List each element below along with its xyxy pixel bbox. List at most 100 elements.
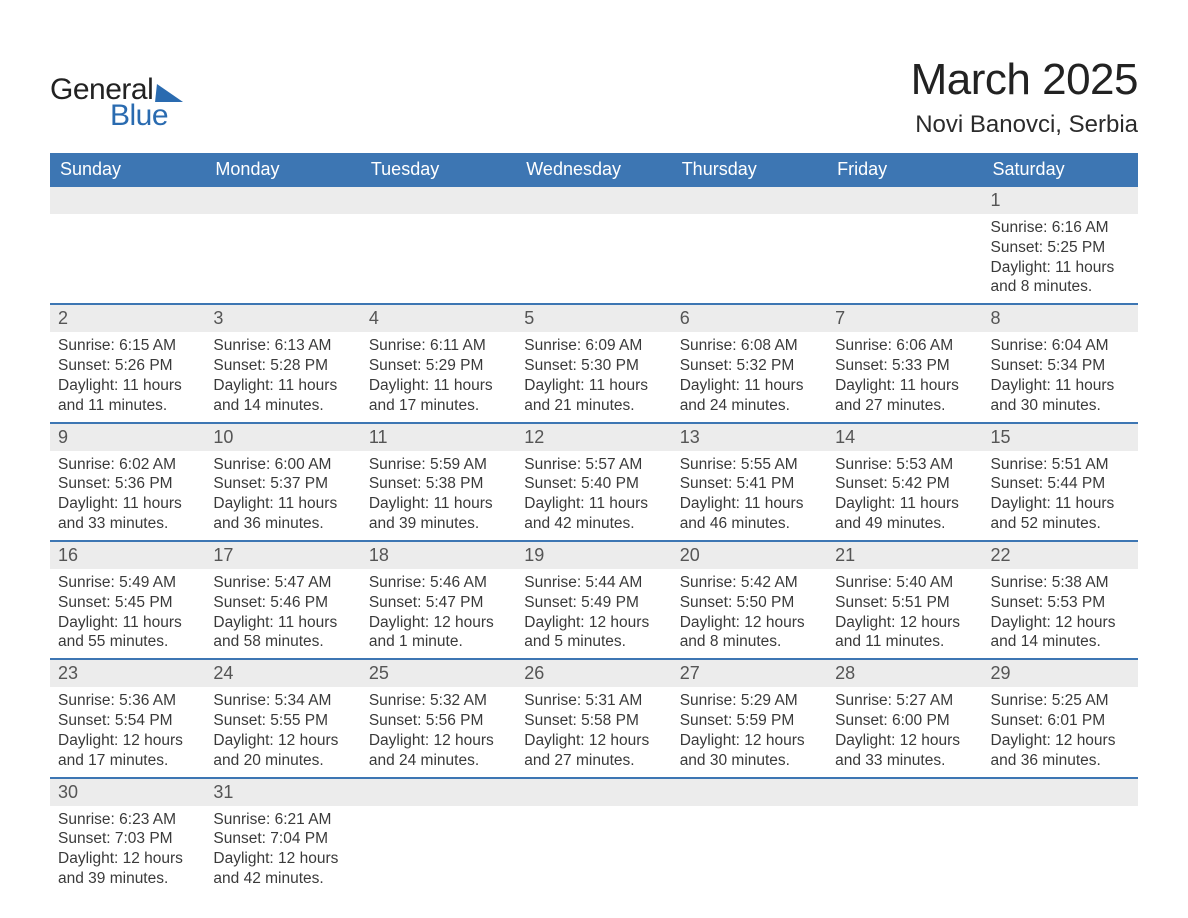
week-detail-row: Sunrise: 6:16 AMSunset: 5:25 PMDaylight:… <box>50 214 1138 304</box>
day-detail-cell <box>361 214 516 304</box>
day-detail-cell: Sunrise: 6:11 AMSunset: 5:29 PMDaylight:… <box>361 332 516 422</box>
day-number-cell: 15 <box>983 423 1138 451</box>
sunrise-line: Sunrise: 5:27 AM <box>835 691 974 711</box>
day-detail-cell: Sunrise: 5:29 AMSunset: 5:59 PMDaylight:… <box>672 687 827 777</box>
daylight-line: Daylight: 12 hours <box>213 731 352 751</box>
daylight-line: Daylight: 12 hours <box>991 613 1130 633</box>
day-number-cell: 3 <box>205 304 360 332</box>
day-detail-cell <box>361 806 516 895</box>
sunset-line: Sunset: 6:00 PM <box>835 711 974 731</box>
day-detail-cell: Sunrise: 6:15 AMSunset: 5:26 PMDaylight:… <box>50 332 205 422</box>
daylight-line: Daylight: 12 hours <box>835 731 974 751</box>
header: General Blue March 2025 Novi Banovci, Se… <box>50 55 1138 139</box>
title-block: March 2025 Novi Banovci, Serbia <box>911 55 1138 139</box>
sunset-line: Sunset: 5:47 PM <box>369 593 508 613</box>
day-of-week-header-row: Sunday Monday Tuesday Wednesday Thursday… <box>50 153 1138 187</box>
day-number-cell: 16 <box>50 541 205 569</box>
dow-header: Saturday <box>983 153 1138 187</box>
daylight-line: and 33 minutes. <box>835 751 974 771</box>
day-detail-cell: Sunrise: 6:21 AMSunset: 7:04 PMDaylight:… <box>205 806 360 895</box>
dow-header: Tuesday <box>361 153 516 187</box>
day-detail-cell: Sunrise: 5:59 AMSunset: 5:38 PMDaylight:… <box>361 451 516 541</box>
day-detail-cell: Sunrise: 6:04 AMSunset: 5:34 PMDaylight:… <box>983 332 1138 422</box>
daylight-line: and 30 minutes. <box>680 751 819 771</box>
daylight-line: and 27 minutes. <box>524 751 663 771</box>
sunrise-line: Sunrise: 5:44 AM <box>524 573 663 593</box>
calendar-body: 1Sunrise: 6:16 AMSunset: 5:25 PMDaylight… <box>50 187 1138 895</box>
daylight-line: and 36 minutes. <box>991 751 1130 771</box>
sunrise-line: Sunrise: 5:42 AM <box>680 573 819 593</box>
daylight-line: and 14 minutes. <box>991 632 1130 652</box>
sunrise-line: Sunrise: 5:40 AM <box>835 573 974 593</box>
day-number-cell <box>672 187 827 214</box>
day-detail-cell: Sunrise: 5:38 AMSunset: 5:53 PMDaylight:… <box>983 569 1138 659</box>
location-subtitle: Novi Banovci, Serbia <box>911 111 1138 139</box>
daylight-line: Daylight: 12 hours <box>369 731 508 751</box>
day-number-cell <box>516 187 671 214</box>
week-daynum-row: 2345678 <box>50 304 1138 332</box>
daylight-line: and 1 minute. <box>369 632 508 652</box>
dow-header: Sunday <box>50 153 205 187</box>
daylight-line: Daylight: 11 hours <box>835 376 974 396</box>
week-detail-row: Sunrise: 6:15 AMSunset: 5:26 PMDaylight:… <box>50 332 1138 422</box>
dow-header: Friday <box>827 153 982 187</box>
daylight-line: and 39 minutes. <box>369 514 508 534</box>
day-detail-cell: Sunrise: 5:34 AMSunset: 5:55 PMDaylight:… <box>205 687 360 777</box>
day-detail-cell: Sunrise: 6:13 AMSunset: 5:28 PMDaylight:… <box>205 332 360 422</box>
day-detail-cell: Sunrise: 5:53 AMSunset: 5:42 PMDaylight:… <box>827 451 982 541</box>
sunset-line: Sunset: 5:55 PM <box>213 711 352 731</box>
day-detail-cell: Sunrise: 6:02 AMSunset: 5:36 PMDaylight:… <box>50 451 205 541</box>
sunrise-line: Sunrise: 5:29 AM <box>680 691 819 711</box>
day-number-cell: 2 <box>50 304 205 332</box>
sunrise-line: Sunrise: 5:36 AM <box>58 691 197 711</box>
daylight-line: Daylight: 12 hours <box>58 731 197 751</box>
daylight-line: and 17 minutes. <box>369 396 508 416</box>
calendar-table: Sunday Monday Tuesday Wednesday Thursday… <box>50 153 1138 895</box>
sunrise-line: Sunrise: 5:55 AM <box>680 455 819 475</box>
sunrise-line: Sunrise: 5:59 AM <box>369 455 508 475</box>
sunset-line: Sunset: 5:58 PM <box>524 711 663 731</box>
week-daynum-row: 3031 <box>50 778 1138 806</box>
day-detail-cell: Sunrise: 5:44 AMSunset: 5:49 PMDaylight:… <box>516 569 671 659</box>
sunrise-line: Sunrise: 6:15 AM <box>58 336 197 356</box>
daylight-line: and 58 minutes. <box>213 632 352 652</box>
daylight-line: and 39 minutes. <box>58 869 197 889</box>
day-number-cell: 25 <box>361 659 516 687</box>
daylight-line: Daylight: 11 hours <box>369 494 508 514</box>
daylight-line: and 24 minutes. <box>680 396 819 416</box>
day-detail-cell <box>827 214 982 304</box>
day-number-cell <box>827 778 982 806</box>
sunrise-line: Sunrise: 5:34 AM <box>213 691 352 711</box>
day-number-cell: 17 <box>205 541 360 569</box>
day-detail-cell: Sunrise: 5:27 AMSunset: 6:00 PMDaylight:… <box>827 687 982 777</box>
day-number-cell: 20 <box>672 541 827 569</box>
week-detail-row: Sunrise: 6:23 AMSunset: 7:03 PMDaylight:… <box>50 806 1138 895</box>
sunset-line: Sunset: 5:42 PM <box>835 474 974 494</box>
sunrise-line: Sunrise: 6:06 AM <box>835 336 974 356</box>
brand-word-2: Blue <box>110 101 184 131</box>
daylight-line: Daylight: 11 hours <box>213 613 352 633</box>
day-detail-cell <box>516 806 671 895</box>
day-number-cell: 29 <box>983 659 1138 687</box>
day-number-cell: 18 <box>361 541 516 569</box>
daylight-line: Daylight: 11 hours <box>680 376 819 396</box>
day-number-cell: 10 <box>205 423 360 451</box>
day-number-cell: 12 <box>516 423 671 451</box>
daylight-line: and 20 minutes. <box>213 751 352 771</box>
daylight-line: Daylight: 12 hours <box>680 613 819 633</box>
day-detail-cell: Sunrise: 6:09 AMSunset: 5:30 PMDaylight:… <box>516 332 671 422</box>
day-detail-cell: Sunrise: 5:25 AMSunset: 6:01 PMDaylight:… <box>983 687 1138 777</box>
day-number-cell: 31 <box>205 778 360 806</box>
day-number-cell <box>361 778 516 806</box>
day-number-cell: 21 <box>827 541 982 569</box>
day-number-cell <box>983 778 1138 806</box>
daylight-line: Daylight: 12 hours <box>524 731 663 751</box>
day-number-cell: 11 <box>361 423 516 451</box>
day-detail-cell <box>672 806 827 895</box>
dow-header: Wednesday <box>516 153 671 187</box>
dow-header: Monday <box>205 153 360 187</box>
sunset-line: Sunset: 5:30 PM <box>524 356 663 376</box>
sunset-line: Sunset: 5:51 PM <box>835 593 974 613</box>
day-number-cell: 23 <box>50 659 205 687</box>
sunrise-line: Sunrise: 6:21 AM <box>213 810 352 830</box>
